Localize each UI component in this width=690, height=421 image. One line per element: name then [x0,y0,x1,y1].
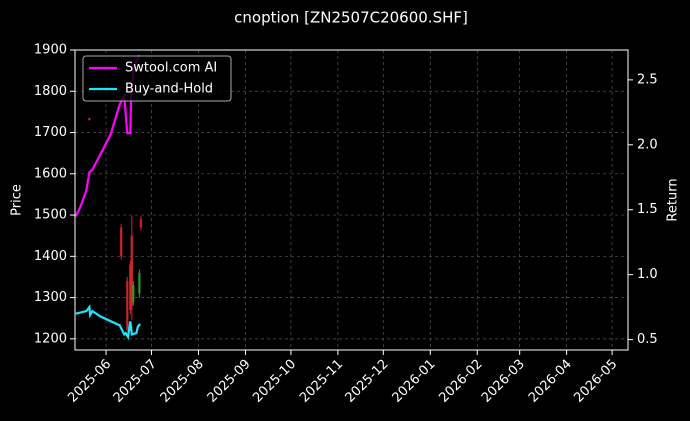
candle-body [138,272,141,294]
y2-axis-label: Return [666,178,681,221]
plot-frame [74,49,629,351]
y2-tick-label: 1.5 [637,202,658,217]
y2-tick-label: 1.0 [637,267,658,282]
y-tick-label: 1400 [34,249,67,264]
return-line [75,304,141,341]
candle-body [88,118,91,121]
candle-body [120,227,123,257]
candle-body [132,285,135,302]
plot-area [75,50,628,350]
candle-body [126,281,129,330]
y2-tick-label: 0.5 [637,332,658,347]
y-tick-label: 1500 [34,208,67,223]
y2-tick-label: 2.0 [637,137,658,152]
candle-body [139,219,143,228]
y-axis-label: Price [10,184,25,216]
legend-box [82,55,232,102]
y2-tick-label: 2.5 [637,72,658,87]
y-tick-label: 1800 [34,84,67,99]
y-tick-label: 1700 [34,125,67,140]
y-tick-label: 1900 [34,43,67,58]
chart-title: cnoption [ZN2507C20600.SHF] [234,9,468,27]
legend-label: Buy-and-Hold [125,82,213,97]
legend-label: Swtool.com AI [125,61,217,76]
candle-body [129,264,132,310]
y-tick-label: 1600 [34,166,67,181]
y-tick-label: 1200 [34,331,67,346]
y-tick-label: 1300 [34,290,67,305]
candle-body [130,235,134,306]
return-line [75,54,141,217]
